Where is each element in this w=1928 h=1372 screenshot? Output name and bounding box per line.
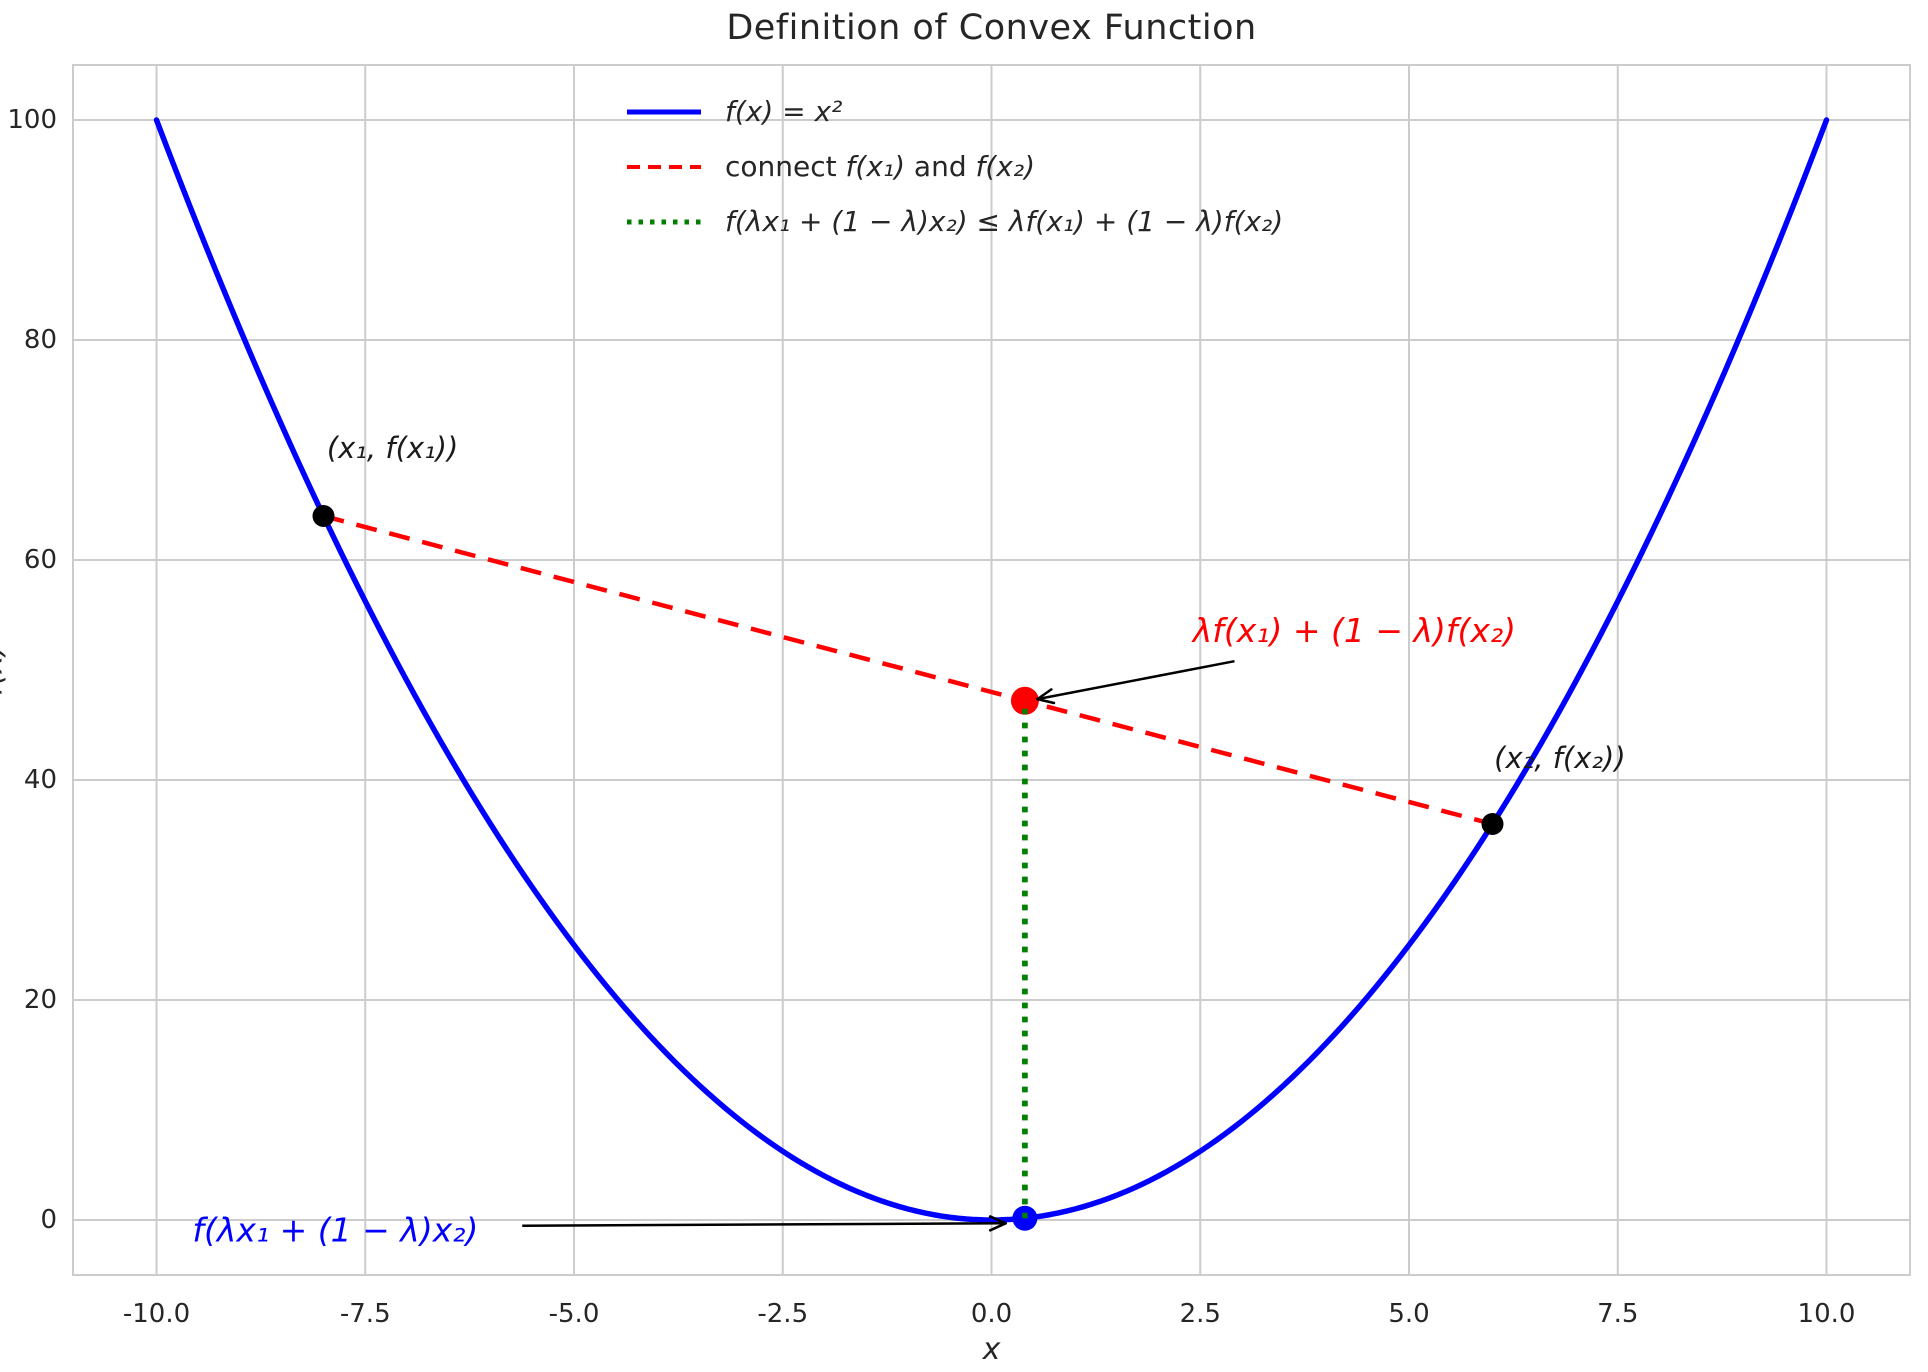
x-tick-label: -5.0: [549, 1299, 600, 1329]
chord-value-label-arrow: [1037, 659, 1235, 701]
point-x2: [1481, 813, 1504, 835]
x-tick-label: -7.5: [340, 1299, 391, 1329]
chord-value-label-arrowhead: [1036, 697, 1056, 705]
chord-value-label-arrowhead: [1036, 688, 1053, 701]
function-value-label-arrowhead: [988, 1215, 1007, 1225]
x-tick-label: 5.0: [1388, 1299, 1429, 1329]
legend-entry-label: f(x) = x²: [725, 95, 843, 128]
legend-sample-line: [627, 219, 701, 224]
legend-entry-label: f(λx₁ + (1 − λ)x₂) ≤ λf(x₁) + (1 − λ)f(x…: [725, 205, 1284, 238]
y-tick-label: 40: [24, 765, 57, 795]
x-tick-label: 7.5: [1597, 1299, 1638, 1329]
p1-label: (x₁, f(x₁)): [327, 431, 458, 465]
y-tick-label: 80: [24, 325, 57, 355]
point-chord-value: [1010, 686, 1039, 715]
x-tick-label: -2.5: [757, 1299, 808, 1329]
function-value-label-arrowhead: [988, 1222, 1007, 1232]
legend-entry: f(λx₁ + (1 − λ)x₂) ≤ λf(x₁) + (1 − λ)f(x…: [625, 194, 1283, 249]
y-tick-label: 0: [40, 1205, 57, 1235]
y-tick-label: 20: [24, 985, 57, 1015]
curve-fx: [153, 117, 1830, 1223]
legend-entry: connect f(x₁) and f(x₂): [625, 139, 1283, 194]
y-tick-label: 100: [7, 105, 57, 135]
x-axis-label: x: [982, 1332, 1001, 1367]
x-tick-label: 10.0: [1798, 1299, 1856, 1329]
y-tick-label: 60: [24, 545, 57, 575]
legend-entry-label: connect f(x₁) and f(x₂): [725, 150, 1036, 183]
legend-entry: f(x) = x²: [625, 84, 1283, 139]
chord-line: [322, 513, 1494, 827]
x-tick-label: 2.5: [1180, 1299, 1221, 1329]
legend-sample-line: [627, 109, 701, 114]
chord-value-label: λf(x₁) + (1 − λ)f(x₂): [1191, 611, 1516, 650]
x-tick-label: -10.0: [123, 1299, 190, 1329]
y-axis-label: f(x): [0, 644, 10, 696]
legend: f(x) = x² connect f(x₁) and f(x₂) f(λx₁ + …: [625, 84, 1283, 249]
point-x1: [312, 505, 335, 527]
function-value-label: f(λx₁ + (1 − λ)x₂): [192, 1210, 478, 1249]
function-value-label-arrow: [522, 1222, 1006, 1227]
plot-border: [72, 64, 1911, 1276]
legend-sample-line: [627, 164, 701, 169]
chart-title: Definition of Convex Function: [726, 8, 1257, 48]
x-tick-label: 0.0: [971, 1299, 1012, 1329]
p2-label: (x₂, f(x₂)): [1494, 741, 1625, 775]
